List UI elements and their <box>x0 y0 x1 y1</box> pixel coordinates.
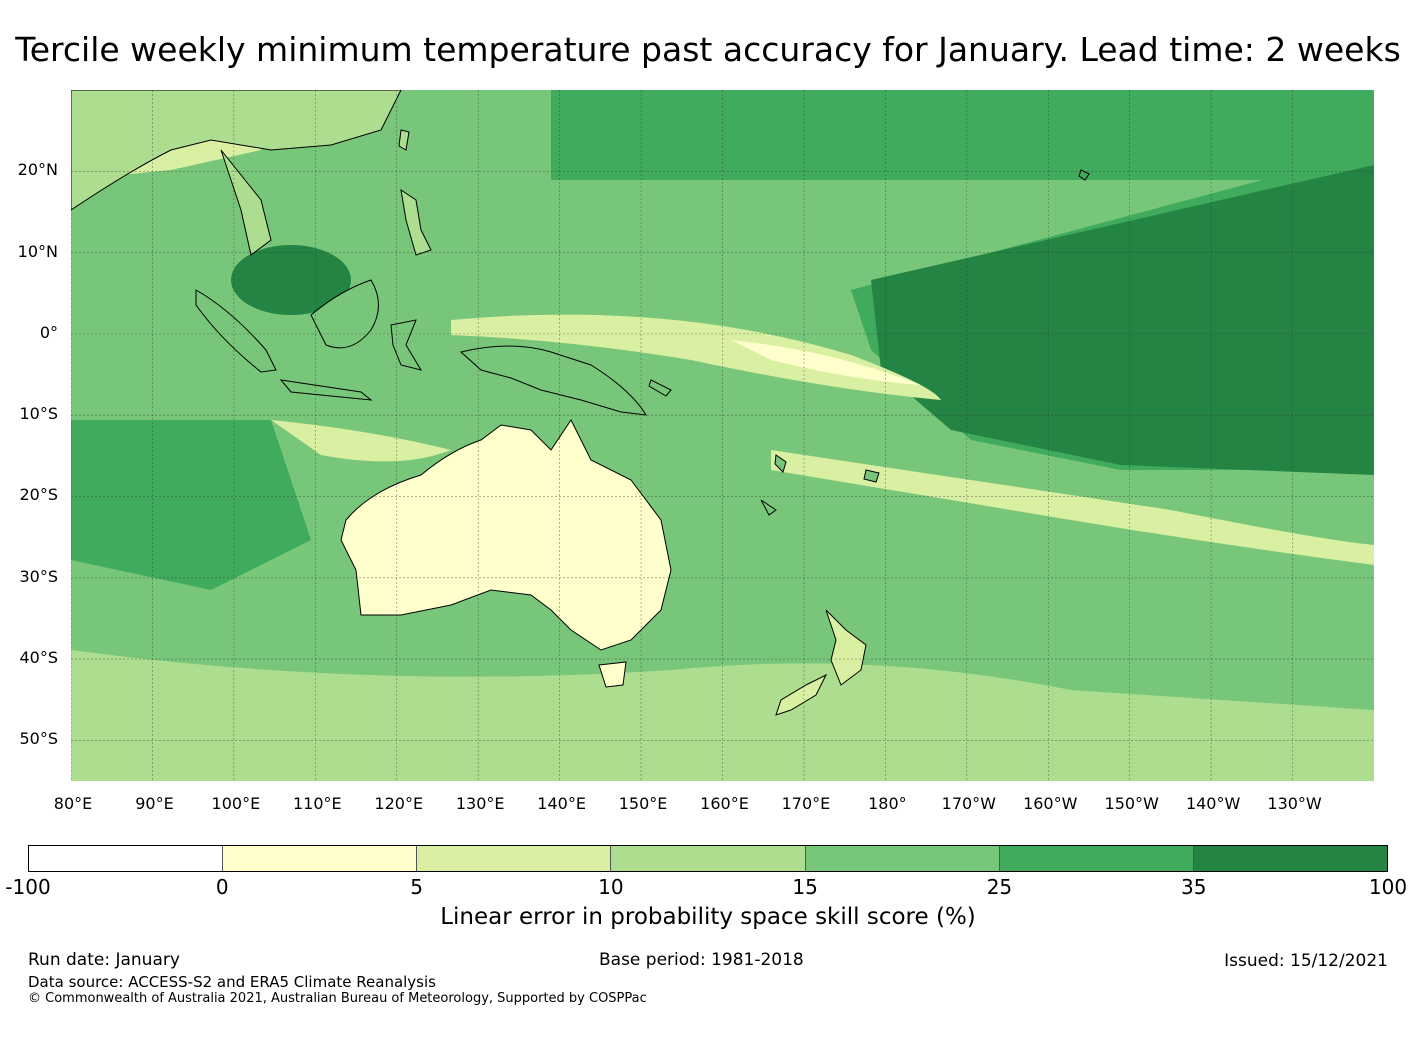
solomon-islands <box>648 379 672 397</box>
longitude-label: 130°E <box>455 794 505 813</box>
colorbar-segment <box>417 846 612 871</box>
colorbar-segment <box>805 846 1000 871</box>
latitude-label: 20°S <box>19 485 58 505</box>
colorbar-tick-label: 25 <box>986 875 1013 899</box>
borneo-landmass <box>310 279 379 349</box>
colorbar-tick-label: 5 <box>410 875 423 899</box>
new-guinea-landmass <box>459 345 647 416</box>
run-date: Run date: January <box>28 950 180 970</box>
latitude-label: 30°S <box>19 566 58 586</box>
colorbar-segment <box>611 846 806 871</box>
longitude-label: 160°E <box>700 794 749 813</box>
skill-score-map-canvas <box>71 90 1374 781</box>
colorbar-segment <box>999 846 1194 871</box>
longitude-label: 180° <box>868 794 907 813</box>
colorbar <box>28 845 1388 872</box>
skill-zone-0-5-equatorial <box>731 340 921 385</box>
map-title: Tercile weekly minimum temperature past … <box>15 30 1401 69</box>
asia-mainland <box>71 90 402 211</box>
skill-zone-35-100-scs <box>231 245 351 315</box>
longitude-label: 140°W <box>1185 794 1241 813</box>
longitude-label: 140°E <box>537 794 586 813</box>
graticule <box>71 90 1374 781</box>
colorbar-segment <box>29 846 224 871</box>
hawaii-islands <box>1078 169 1090 181</box>
data-source: Data source: ACCESS-S2 and ERA5 Climate … <box>28 973 436 991</box>
philippines-landmass <box>400 188 432 256</box>
longitude-label: 170°W <box>941 794 996 813</box>
longitude-label: 80°E <box>53 794 93 813</box>
longitude-label: 90°E <box>135 794 174 813</box>
colorbar-tick-label: 0 <box>215 875 229 899</box>
skill-zone-5-10-south <box>771 450 1374 565</box>
new-zealand-south-landmass <box>775 673 828 716</box>
australia-landmass <box>340 419 672 651</box>
sulawesi-landmass <box>390 319 423 371</box>
colorbar-tick-label: 10 <box>598 875 624 899</box>
skill-zone-5-10-equatorial <box>451 314 941 400</box>
new-zealand-north-landmass <box>825 609 867 686</box>
tasmania-landmass <box>598 661 627 688</box>
colorbar-tick-label: 15 <box>792 875 818 899</box>
new-caledonia <box>760 499 777 516</box>
longitude-label: 130°W <box>1267 794 1322 813</box>
skill-zone-25-35-indian <box>71 420 311 590</box>
latitude-label: 40°S <box>19 648 58 668</box>
taiwan-landmass <box>398 129 410 151</box>
colorbar-tick-label: 35 <box>1180 875 1207 899</box>
issued-date: Issued: 15/12/2021 <box>1224 951 1388 971</box>
colorbar-segment <box>223 846 418 871</box>
skill-zone-35-100-pacific <box>871 165 1374 475</box>
colorbar-segment <box>1193 846 1387 871</box>
sumatra-landmass <box>195 289 277 373</box>
colorbar-label: Linear error in probability space skill … <box>440 904 976 930</box>
skill-score-map <box>71 90 1374 781</box>
latitude-label: 10°S <box>19 404 58 424</box>
longitude-label: 150°W <box>1104 794 1159 813</box>
longitude-label: 160°W <box>1023 794 1078 813</box>
longitude-label: 150°E <box>618 794 668 813</box>
latitude-label: 20°N <box>17 160 58 180</box>
longitude-label: 120°E <box>374 794 424 813</box>
latitude-label: 10°N <box>17 241 58 261</box>
longitude-label: 100°E <box>211 794 261 813</box>
indochina-landmass <box>220 149 272 256</box>
vanuatu-islands <box>774 454 787 473</box>
java-landmass <box>279 379 373 401</box>
copyright: © Commonwealth of Australia 2021, Austra… <box>28 991 647 1006</box>
base-period: Base period: 1981-2018 <box>599 950 804 970</box>
colorbar-tick-label: -100 <box>5 875 51 899</box>
longitude-label: 110°E <box>292 794 342 813</box>
skill-zone-5-10-west <box>271 420 451 462</box>
latitude-label: 0° <box>39 322 58 342</box>
latitude-label: 50°S <box>19 729 58 749</box>
fiji-islands <box>863 469 880 483</box>
longitude-label: 170°E <box>781 794 831 813</box>
colorbar-tick-label: 100 <box>1368 875 1408 899</box>
skill-zone-25-35-north <box>551 90 1374 180</box>
